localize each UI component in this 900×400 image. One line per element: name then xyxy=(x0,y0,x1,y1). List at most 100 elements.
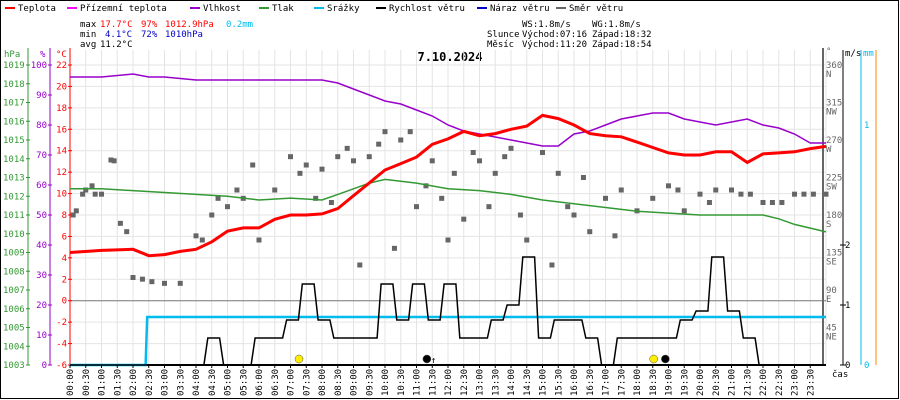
wind-direction-point xyxy=(713,187,719,193)
moon-label: Měsíc xyxy=(487,40,514,50)
x-tick: 23:00 xyxy=(791,369,801,396)
stats-max-label: max xyxy=(80,20,97,30)
x-tick: 14:00 xyxy=(507,369,517,396)
pressure-tick: 1005 xyxy=(3,324,25,334)
wind-direction-point xyxy=(423,183,429,189)
x-tick: 20:00 xyxy=(696,369,706,396)
legend-label-3: Tlak xyxy=(272,4,294,14)
direction-tick-dir: SE xyxy=(826,258,837,268)
temperature-tick: -6 xyxy=(56,361,67,371)
wind-direction-point xyxy=(706,200,712,205)
temperature-tick: 0 xyxy=(62,297,67,307)
direction-tick-dir: N xyxy=(826,70,831,80)
wind-direction-point xyxy=(256,237,262,243)
x-tick: 00:00 xyxy=(66,369,76,396)
x-tick: 07:00 xyxy=(287,369,297,396)
x-tick: 05:30 xyxy=(239,369,249,396)
wind-tick: 0 xyxy=(845,361,850,371)
wind-direction-point xyxy=(760,200,766,205)
astro-ws: WS:1.8m/s xyxy=(522,20,571,30)
direction-tick: 180 xyxy=(826,211,842,221)
wind-direction-point xyxy=(303,162,309,168)
pressure-tick: 1014 xyxy=(3,155,25,165)
x-tick: 08:30 xyxy=(334,369,344,396)
direction-tick-dir: NW xyxy=(826,108,837,118)
temperature-tick: 4 xyxy=(62,254,67,264)
wind-direction-point xyxy=(70,212,76,218)
wind-direction-point xyxy=(351,158,356,164)
x-axis-label: čas xyxy=(832,369,848,380)
wind-direction-point xyxy=(445,237,451,243)
wind-direction-point xyxy=(461,216,467,222)
wind-direction-point xyxy=(565,204,571,210)
wind-direction-point xyxy=(199,237,205,243)
pressure-tick: 1006 xyxy=(3,305,25,315)
wind-tick: 1 xyxy=(845,301,850,311)
chart-title: 7.10.2024 xyxy=(417,50,482,64)
rain-tick: 0 xyxy=(864,361,869,371)
legend-label-7: Směr větru xyxy=(569,4,623,14)
wind-direction-point xyxy=(108,157,114,163)
x-tick: 19:30 xyxy=(680,369,690,396)
wind-direction-point xyxy=(524,237,530,243)
humidity-tick: 40 xyxy=(36,241,47,251)
legend-label-2: Vlhkost xyxy=(203,4,241,14)
wind-direction-point xyxy=(209,212,215,218)
sunset-marker xyxy=(649,354,658,364)
wind-direction-point xyxy=(319,166,325,172)
temperature-tick: 22 xyxy=(56,61,67,71)
direction-tick: 315 xyxy=(826,99,842,109)
pressure-unit: hPa xyxy=(4,50,20,60)
x-tick: 10:00 xyxy=(381,369,391,396)
x-tick: 05:00 xyxy=(224,369,234,396)
wind-direction-point xyxy=(738,191,744,197)
stats-max-hum: 97% xyxy=(141,20,158,30)
direction-tick: 135 xyxy=(826,249,842,259)
stats-block: max 17.7°C 97% 1012.9hPa 0.2mm min 4.1°C… xyxy=(80,20,253,50)
x-tick: 21:00 xyxy=(728,369,738,396)
humidity-tick: 0 xyxy=(42,361,47,371)
wind-tick: 2 xyxy=(845,241,850,251)
x-tick: 14:30 xyxy=(523,369,533,396)
wind-direction-point xyxy=(130,275,136,280)
legend-label-5: Rychlost větru xyxy=(389,4,465,14)
x-tick: 11:00 xyxy=(413,369,423,396)
direction-tick-dir: E xyxy=(826,295,831,305)
wind-direction-point xyxy=(73,208,79,214)
x-tick: 01:00 xyxy=(98,369,108,396)
moonrise-marker xyxy=(422,354,432,364)
legend-label-4: Srážky xyxy=(327,4,360,14)
pressure-tick: 1007 xyxy=(3,286,25,296)
x-tick: 22:30 xyxy=(775,369,785,396)
legend-label-0: Teplota xyxy=(18,4,56,14)
wind-direction-point xyxy=(89,183,95,189)
wind-direction-point xyxy=(618,187,624,193)
direction-unit: ° xyxy=(826,47,831,57)
temperature-tick: 16 xyxy=(56,125,67,135)
x-tick: 02:30 xyxy=(145,369,155,396)
wind-direction-point xyxy=(549,262,555,268)
wind-direction-point xyxy=(414,204,419,210)
wind-direction-point xyxy=(225,204,230,210)
legend: Teplota Přízemní teplota Vlhkost Tlak Srážky… xyxy=(5,4,623,14)
x-tick: 01:30 xyxy=(113,369,123,396)
humidity-tick: 30 xyxy=(36,271,47,281)
rain-unit: mm xyxy=(863,49,874,59)
pressure-tick: 1010 xyxy=(3,230,25,240)
wind-direction-point xyxy=(666,183,671,189)
wind-direction-point xyxy=(117,220,123,226)
wind-direction-point xyxy=(502,154,508,160)
temperature-tick: 6 xyxy=(62,232,67,242)
wind-direction-point xyxy=(571,212,577,218)
x-tick: 16:30 xyxy=(586,369,596,396)
x-tick: 10:30 xyxy=(397,369,407,396)
series-teplota xyxy=(69,113,827,258)
wind-direction-point xyxy=(250,162,256,168)
wind-direction-point xyxy=(517,212,523,218)
humidity-tick: 80 xyxy=(36,121,47,131)
direction-tick-dir: NE xyxy=(826,333,837,343)
stats-min-temp: 4.1°C xyxy=(105,30,132,40)
x-tick: 20:30 xyxy=(712,369,722,396)
wind-direction-point xyxy=(288,154,293,160)
